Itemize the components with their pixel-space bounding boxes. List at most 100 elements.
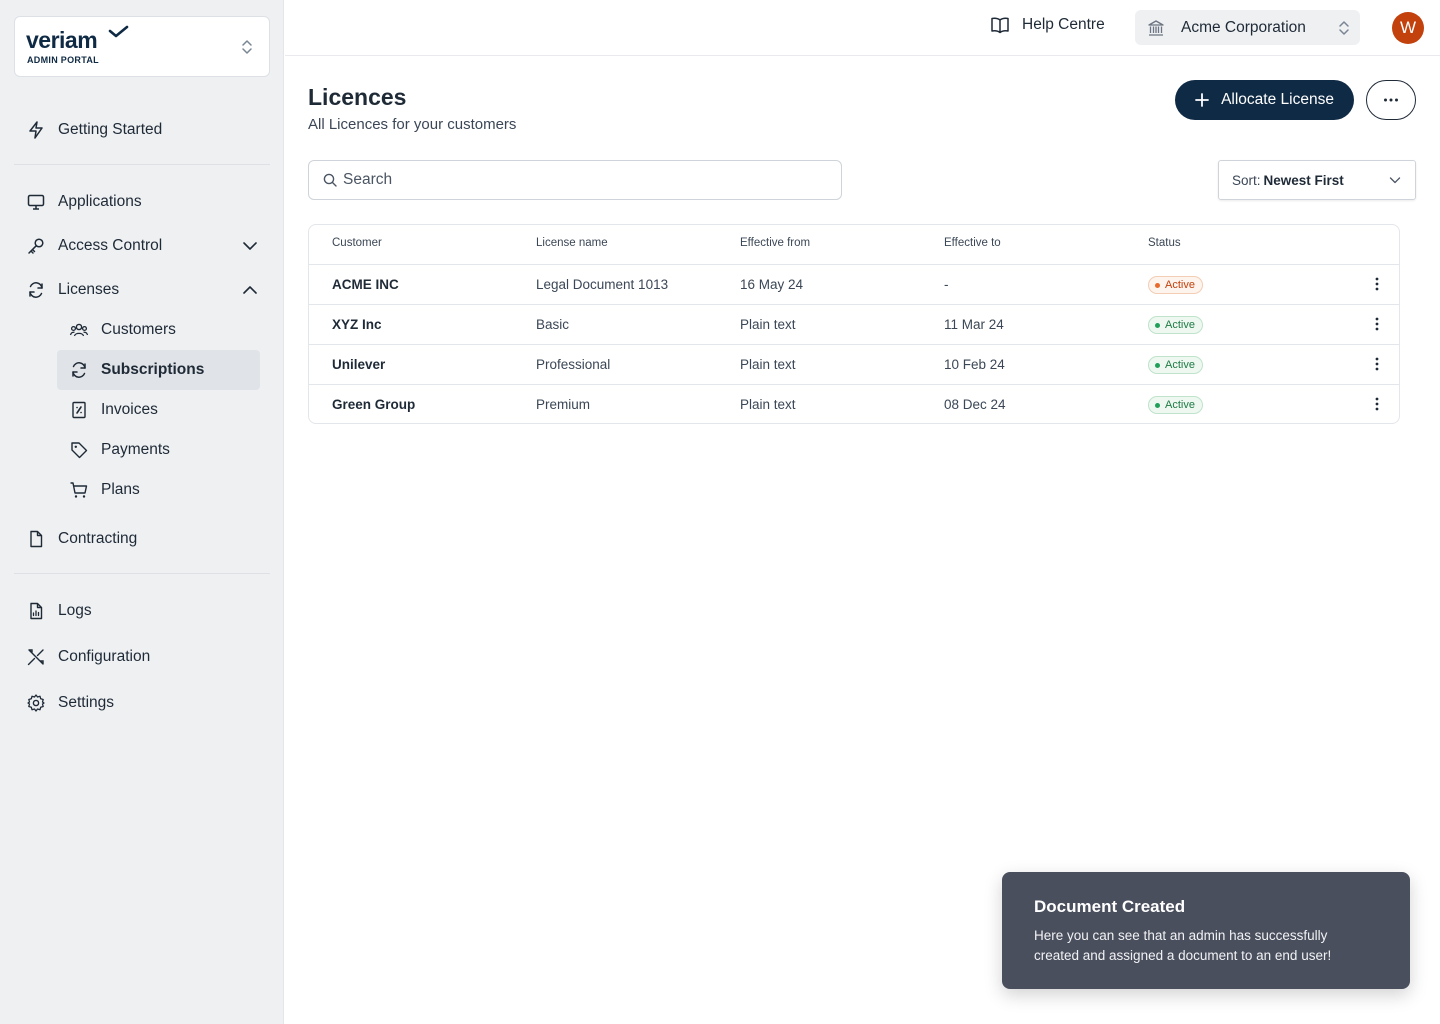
sidebar-divider [14, 573, 270, 574]
sidebar-divider [14, 164, 270, 165]
column-header[interactable]: Status [1148, 237, 1181, 249]
column-header[interactable]: License name [536, 237, 608, 249]
sidebar-item-label: Customers [101, 321, 176, 338]
search-input[interactable] [343, 171, 823, 189]
more-options-button[interactable] [1366, 80, 1416, 120]
help-centre-link[interactable]: Help Centre [990, 16, 1105, 34]
allocate-license-label: Allocate License [1221, 91, 1334, 108]
status-label: Active [1165, 359, 1195, 371]
sidebar-item-label: Subscriptions [101, 361, 205, 378]
chevron-up-icon[interactable] [242, 282, 258, 298]
avatar[interactable]: W [1392, 12, 1424, 44]
sort-value: Newest First [1263, 172, 1344, 188]
cell-effective-from: Plain text [740, 357, 796, 372]
cell-customer: Unilever [332, 357, 386, 372]
cell-effective-from: Plain text [740, 397, 796, 412]
cell-license-name: Basic [536, 317, 570, 332]
page-subtitle: All Licences for your customers [308, 116, 517, 133]
top-bar: Help Centre Acme Corporation W [285, 0, 1440, 56]
nav-licenses[interactable]: Licenses [26, 276, 258, 304]
key-icon [26, 236, 46, 256]
nav-configuration[interactable]: Configuration [26, 643, 150, 671]
status-dot [1155, 402, 1160, 408]
nav-applications[interactable]: Applications [26, 188, 142, 216]
cell-effective-from: Plain text [740, 317, 796, 332]
nav-label: Access Control [58, 237, 163, 254]
sidebar: veriam ADMIN PORTAL Getting Started Appl… [0, 0, 284, 1024]
row-actions-button[interactable] [1367, 277, 1387, 293]
nav-logs[interactable]: Logs [26, 597, 92, 625]
nav-getting-started[interactable]: Getting Started [26, 116, 162, 144]
sort-dropdown[interactable]: Sort: Newest First [1218, 160, 1416, 200]
sidebar-item-label: Invoices [101, 401, 158, 418]
status-badge: Active [1148, 276, 1203, 294]
brand-subtitle: ADMIN PORTAL [27, 55, 99, 65]
row-actions-button[interactable] [1367, 397, 1387, 413]
sort-prefix: Sort: [1232, 172, 1261, 188]
status-dot [1155, 362, 1160, 368]
status-label: Active [1165, 399, 1195, 411]
sidebar-item-payments[interactable]: Payments [57, 430, 260, 470]
status-label: Active [1165, 279, 1195, 291]
sidebar-item-plans[interactable]: Plans [57, 470, 260, 510]
chevron-updown-icon [1339, 21, 1349, 35]
cell-effective-to: 11 Mar 24 [944, 317, 1004, 332]
column-header[interactable]: Customer [332, 237, 382, 249]
cell-effective-to: - [944, 277, 949, 292]
table-row[interactable]: Green Group Premium Plain text 08 Dec 24… [309, 385, 1399, 423]
sidebar-item-invoices[interactable]: Invoices [57, 390, 260, 430]
cell-license-name: Professional [536, 357, 611, 372]
cell-effective-to: 08 Dec 24 [944, 397, 1006, 412]
column-header[interactable]: Effective to [944, 237, 1001, 249]
search-box[interactable] [308, 160, 842, 200]
book-icon [991, 17, 1009, 34]
nav-label: Getting Started [58, 121, 163, 138]
column-header[interactable]: Effective from [740, 237, 811, 249]
lightning-icon [26, 120, 46, 140]
help-label: Help Centre [1022, 16, 1105, 33]
nav-label: Logs [58, 602, 92, 619]
toast-notification[interactable]: Document Created Here you can see that a… [1002, 872, 1410, 989]
row-actions-button[interactable] [1367, 357, 1387, 373]
table-header: Customer License name Effective from Eff… [309, 225, 1399, 265]
tag-icon [69, 440, 89, 460]
nav-label: Configuration [58, 648, 151, 665]
tools-icon [26, 647, 46, 667]
chevron-updown-icon [242, 40, 252, 54]
chevron-down-icon[interactable] [242, 238, 258, 254]
log-file-icon [26, 601, 46, 621]
nav-contracting[interactable]: Contracting [26, 525, 137, 553]
nav-label: Settings [58, 694, 115, 711]
refresh-icon [26, 280, 46, 300]
receipt-icon [69, 400, 89, 420]
gear-icon [26, 693, 46, 713]
plus-icon [1195, 93, 1209, 107]
row-actions-button[interactable] [1367, 317, 1387, 333]
page-title: Licences [308, 84, 407, 110]
brand-switcher[interactable]: veriam ADMIN PORTAL [14, 16, 270, 77]
cell-effective-from: 16 May 24 [740, 277, 804, 292]
table-row[interactable]: Unilever Professional Plain text 10 Feb … [309, 345, 1399, 385]
nav-label: Applications [58, 193, 142, 210]
chevron-down-icon [1389, 177, 1401, 184]
nav-label: Licenses [58, 281, 120, 298]
cell-effective-to: 10 Feb 24 [944, 357, 1005, 372]
organization-switcher[interactable]: Acme Corporation [1135, 10, 1360, 45]
search-icon [323, 173, 337, 187]
allocate-license-button[interactable]: Allocate License [1175, 80, 1354, 120]
brand-logo: veriam [26, 27, 98, 53]
bank-icon [1147, 19, 1165, 37]
organization-name: Acme Corporation [1181, 18, 1306, 36]
cell-license-name: Premium [536, 397, 591, 412]
status-badge: Active [1148, 396, 1203, 414]
sidebar-item-customers[interactable]: Customers [57, 310, 260, 350]
kebab-icon [1375, 397, 1379, 411]
logo-check-icon [108, 25, 129, 38]
sidebar-item-subscriptions[interactable]: Subscriptions [57, 350, 260, 390]
ellipsis-icon [1384, 98, 1398, 102]
table-row[interactable]: XYZ Inc Basic Plain text 11 Mar 24 Activ… [309, 305, 1399, 345]
sidebar-item-label: Plans [101, 481, 140, 498]
table-row[interactable]: ACME INC Legal Document 1013 16 May 24 -… [309, 265, 1399, 305]
nav-settings[interactable]: Settings [26, 689, 114, 717]
nav-access-control[interactable]: Access Control [26, 232, 258, 260]
